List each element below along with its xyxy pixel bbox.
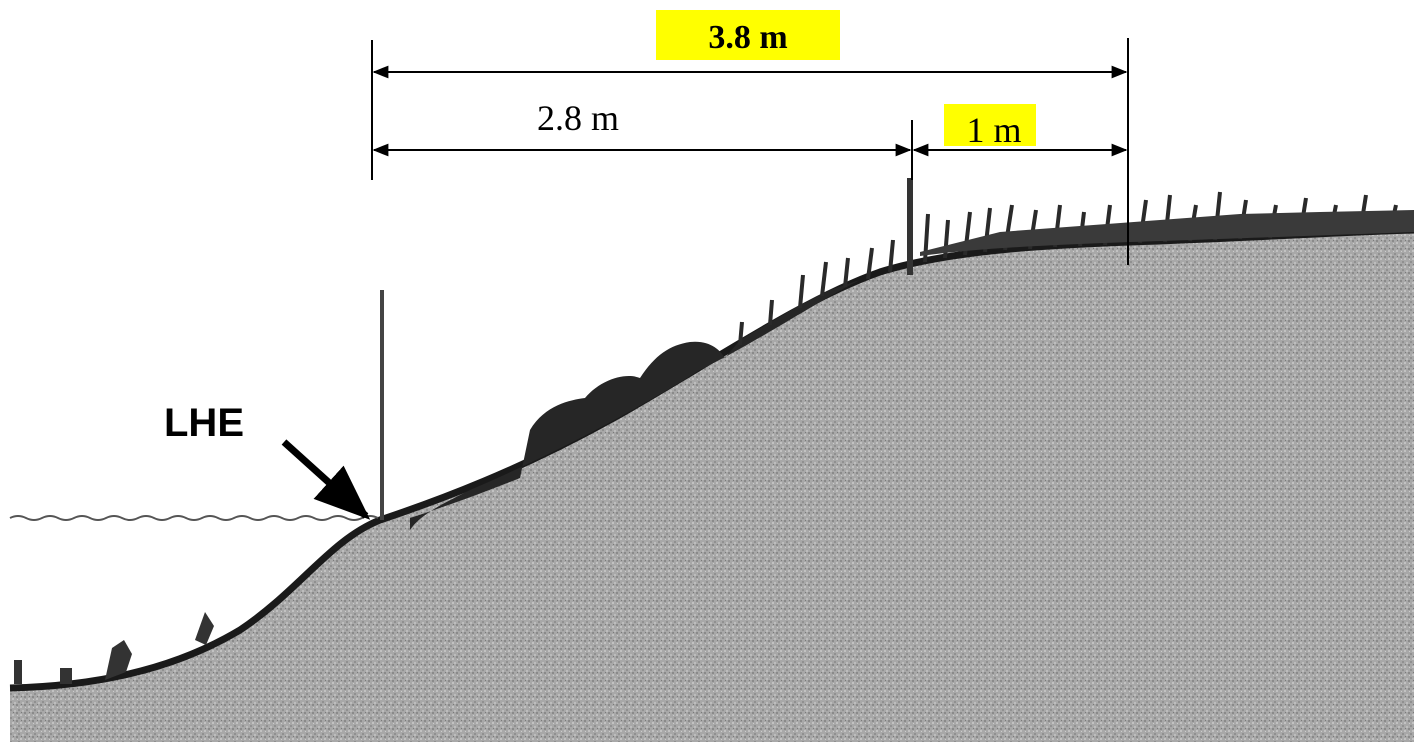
total-width-highlight (656, 10, 840, 60)
total-width-label: 3.8 m (708, 19, 787, 56)
right-width-highlight (944, 104, 1036, 146)
soil-body (10, 230, 1414, 742)
waterline-marker-label: LHE (164, 401, 244, 445)
waterline-pointer-arrow (281, 439, 371, 520)
crest-vegetation-band (920, 210, 1414, 256)
slope-vegetation (410, 280, 860, 530)
underwater-plants (14, 612, 214, 684)
left-width-label: 2.8 m (537, 98, 619, 138)
right-width-label: 1 m (966, 110, 1021, 150)
